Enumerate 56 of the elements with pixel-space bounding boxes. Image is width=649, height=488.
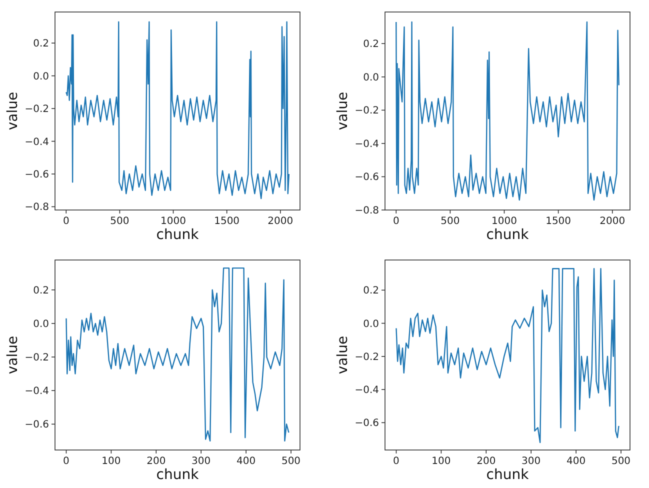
y-tick-label: −0.2 [354,106,379,117]
y-tick-label: 0.2 [33,285,49,296]
x-tick-label: 500 [611,456,631,467]
y-tick-label: −0.2 [24,352,49,364]
x-tick-label: 300 [522,456,541,467]
x-tick-label: 300 [192,456,211,467]
x-tick-label: 200 [476,456,496,467]
y-tick-label: −0.6 [24,170,49,180]
line-series [66,21,290,200]
x-axis-title: chunk [156,467,200,483]
x-tick-label: 1000 [492,216,517,227]
y-tick-label: 0.0 [363,318,379,330]
x-tick-label: 100 [432,456,451,467]
x-tick-label: 500 [110,216,130,227]
x-tick-label: 500 [440,216,460,227]
x-tick-label: 2000 [268,216,294,227]
x-tick-label: 200 [146,456,166,467]
y-tick-label: −0.4 [24,386,49,398]
x-tick-label: 0 [63,456,70,467]
y-tick-label: −0.2 [24,104,49,116]
x-tick-label: 1500 [546,216,572,227]
line-series [396,21,620,201]
y-axis-title: value [5,336,21,374]
x-axis-title: chunk [486,467,530,483]
x-tick-label: 0 [393,456,400,467]
y-tick-label: −0.6 [354,172,379,184]
x-tick-label: 0 [392,216,400,227]
y-axis-title: value [335,336,351,374]
y-tick-label: −0.2 [354,352,379,363]
line-series [396,268,620,444]
x-axis-title: chunk [156,227,200,243]
x-tick-label: 100 [102,456,121,467]
x-tick-label: 400 [236,456,256,467]
x-tick-label: 400 [566,456,586,467]
y-tick-label: 0.0 [363,72,379,84]
x-tick-label: 1500 [214,216,240,227]
y-tick-label: −0.6 [24,420,49,431]
y-tick-label: −0.6 [354,418,379,430]
y-axis-title: value [335,92,351,130]
y-axis-title: value [5,92,21,130]
y-tick-label: −0.4 [24,136,49,148]
y-tick-label: −0.8 [354,206,379,216]
y-tick-label: −0.4 [354,385,379,396]
x-tick-label: 500 [281,456,301,467]
y-tick-label: 0.0 [33,318,49,330]
y-tick-label: −0.8 [24,202,49,214]
y-tick-label: −0.4 [354,138,379,150]
y-tick-label: 0.2 [363,39,379,50]
y-tick-label: 0.2 [33,38,49,50]
x-tick-label: 1000 [160,216,186,227]
x-tick-label: 0 [62,216,70,227]
y-tick-label: 0.0 [33,71,49,82]
y-tick-label: 0.2 [363,286,379,297]
x-axis-title: chunk [486,227,530,243]
line-series [66,267,290,442]
x-tick-label: 2000 [600,216,626,227]
